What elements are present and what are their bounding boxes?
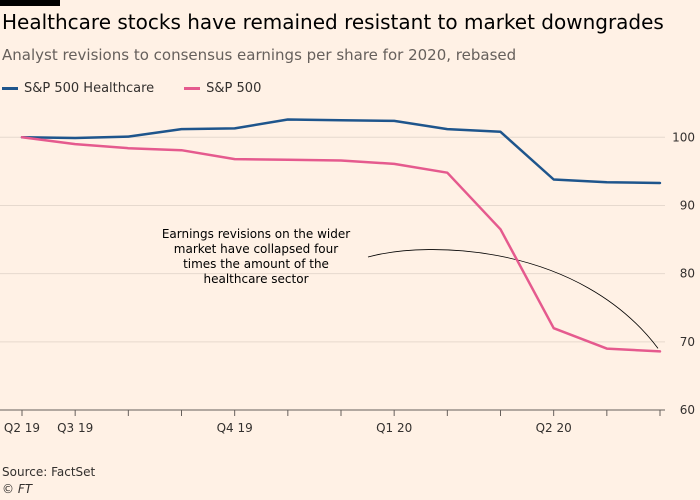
- legend-label-sp500: S&P 500: [206, 80, 262, 96]
- annotation-line-3: healthcare sector: [203, 272, 308, 286]
- legend-swatch-sp500: [184, 86, 201, 90]
- y-tick-label-80: 80: [680, 267, 695, 281]
- y-tick-label-90: 90: [680, 198, 695, 212]
- legend-item-healthcare: S&P 500 Healthcare: [2, 81, 154, 96]
- annotation-line-0: Earnings revisions on the wider: [162, 227, 350, 241]
- legend-item-sp500: S&P 500: [184, 81, 261, 96]
- x-tick-label-2: Q4 19: [217, 421, 253, 435]
- x-tick-label-4: Q2 20: [536, 421, 572, 435]
- legend-swatch-healthcare: [2, 86, 18, 90]
- line-chart: 60 70 80 90 100 Q2 19 Q3 19 Q4 19 Q1 20 Q2 20 Earn…: [0, 118, 695, 435]
- x-tick-label-3: Q1 20: [376, 421, 412, 435]
- source-note: Source: FactSet: [2, 465, 96, 479]
- chart-title: Healthcare stocks have remained resistan…: [2, 10, 664, 34]
- legend-label-healthcare: S&P 500 Healthcare: [24, 80, 155, 96]
- y-tick-label-100: 100: [672, 130, 695, 144]
- annotation-line-1: market have collapsed four: [174, 242, 338, 256]
- y-tick-label-60: 60: [680, 403, 695, 417]
- x-tick-label-1: Q3 19: [57, 421, 93, 435]
- brand-bar: [0, 0, 60, 6]
- series-line-sp500: [20, 136, 662, 353]
- x-tick-label-0: Q2 19: [4, 421, 40, 435]
- series-line-healthcare: [20, 118, 662, 185]
- annotation-line-2: times the amount of the: [183, 257, 329, 271]
- annotation-arrow: [367, 249, 659, 349]
- chart-subtitle: Analyst revisions to consensus earnings …: [2, 46, 517, 64]
- ft-credit: © FT: [2, 482, 33, 496]
- legend: S&P 500 Healthcare S&P 500: [2, 78, 291, 98]
- y-tick-label-70: 70: [680, 335, 695, 349]
